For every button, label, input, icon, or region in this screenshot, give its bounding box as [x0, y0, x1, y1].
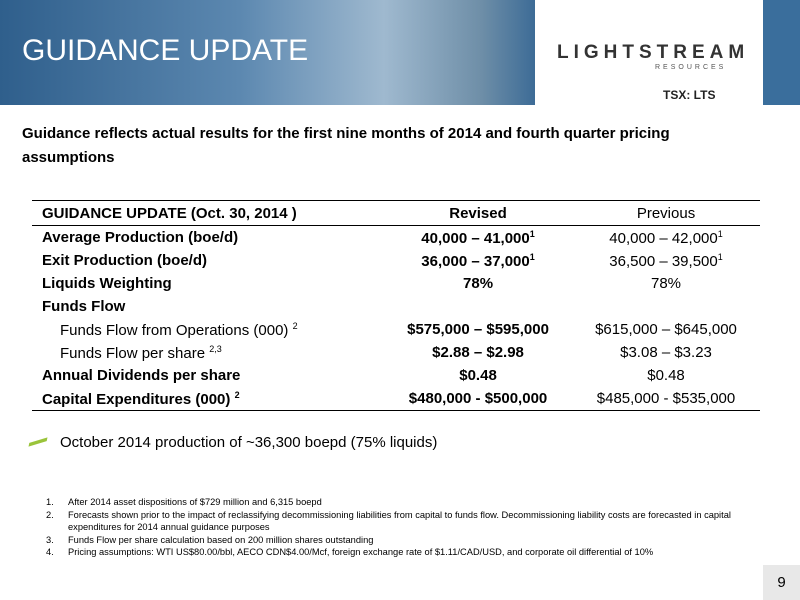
column-header: GUIDANCE UPDATE (Oct. 30, 2014 )	[32, 200, 385, 226]
logo-text: LIGHTSTREAM	[557, 42, 750, 63]
footnote-text: After 2014 asset dispositions of $729 mi…	[68, 497, 322, 507]
header-banner: GUIDANCE UPDATE LIGHTSTREAM RESOURCES TS…	[0, 0, 800, 105]
cell-value: $3.08 – $3.23	[572, 341, 760, 364]
cell-value: $2.88 – $2.98	[384, 341, 572, 364]
footnote: 1. After 2014 asset dispositions of $729 …	[46, 496, 736, 509]
cell-value	[572, 295, 760, 318]
superscript: 2,3	[209, 343, 222, 354]
cell-value: $0.48	[384, 364, 572, 387]
cell-value: 36,000 – 37,0001	[384, 249, 572, 272]
logo: LIGHTSTREAM RESOURCES TSX: LTS	[535, 0, 763, 105]
bullet-text: October 2014 production of ~36,300 boepd…	[60, 434, 438, 451]
row-label: Funds Flow per share 2,3	[32, 341, 384, 364]
column-header: Revised	[384, 200, 573, 226]
cell-text: $0.48	[647, 367, 685, 384]
footnote-text: Pricing assumptions: WTI US$80.00/bbl, A…	[68, 547, 654, 557]
superscript: 1	[529, 228, 535, 239]
superscript: 1	[717, 251, 723, 262]
logo-subtext: RESOURCES	[655, 64, 727, 71]
cell-value: 36,500 – 39,5001	[572, 249, 760, 272]
cell-value: 40,000 – 41,0001	[384, 226, 572, 250]
cell-text: Funds Flow per share	[60, 344, 206, 362]
cell-text: $615,000 – $645,000	[595, 321, 737, 338]
footnote-number: 3.	[46, 534, 54, 545]
subtitle: Guidance reflects actual results for the…	[22, 125, 670, 166]
cell-text: $480,000 - $500,000	[408, 390, 548, 407]
row-label: Funds Flow from Operations (000) 2	[32, 318, 384, 341]
row-label: Average Production (boe/d)	[32, 226, 384, 250]
bullet-mark	[28, 437, 48, 447]
cell-text: 40,000 – 41,000	[421, 229, 530, 247]
cell-value: 78%	[572, 272, 760, 295]
footnote: 4. Pricing assumptions: WTI US$80.00/bbl,…	[46, 546, 736, 559]
cell-text: Average Production (boe/d)	[42, 229, 239, 246]
table-row: Funds Flow	[32, 295, 760, 318]
cell-value: $615,000 – $645,000	[572, 318, 760, 341]
cell-text: Funds Flow	[42, 298, 126, 315]
cell-text: $575,000 – $595,000	[407, 321, 549, 338]
table-row: Annual Dividends per share $0.48 $0.48	[32, 364, 760, 387]
row-label: Capital Expenditures (000) 2	[32, 387, 385, 411]
row-label: Exit Production (boe/d)	[32, 249, 384, 272]
footnote-number: 4.	[46, 547, 54, 557]
cell-text: 36,000 – 37,000	[421, 252, 530, 270]
header-strip	[763, 0, 800, 105]
cell-value: 40,000 – 42,0001	[572, 226, 760, 250]
cell-value	[384, 295, 572, 318]
footnote-text: Forecasts shown prior to the impact of r…	[68, 509, 731, 533]
cell-text: Capital Expenditures (000)	[42, 390, 231, 408]
footnote-number: 2.	[46, 509, 54, 520]
cell-text: Annual Dividends per share	[42, 367, 241, 384]
cell-text: 40,000 – 42,000	[609, 229, 718, 247]
cell-value: 78%	[384, 272, 572, 295]
table-row: Liquids Weighting 78% 78%	[32, 272, 760, 295]
superscript: 2	[234, 389, 240, 400]
slide-title: GUIDANCE UPDATE	[22, 34, 309, 67]
cell-text: Funds Flow from Operations (000)	[60, 321, 289, 339]
cell-text: 78%	[463, 275, 494, 292]
footnote: 3. Funds Flow per share calculation based…	[46, 534, 736, 547]
cell-text: $485,000 - $535,000	[596, 390, 736, 407]
footnote-number: 1.	[46, 497, 54, 507]
table-header: GUIDANCE UPDATE (Oct. 30, 2014 ) Revised P…	[32, 200, 760, 226]
cell-text: Exit Production (boe/d)	[42, 252, 207, 269]
ticker: TSX: LTS	[663, 88, 716, 102]
cell-text: 36,500 – 39,500	[609, 252, 718, 270]
guidance-table: GUIDANCE UPDATE (Oct. 30, 2014 ) Revised P…	[32, 200, 760, 411]
table-row: Funds Flow from Operations (000) 2 $575,0…	[32, 318, 760, 341]
cell-text: $0.48	[459, 367, 497, 384]
footnote-text: Funds Flow per share calculation based o…	[68, 534, 374, 545]
cell-text: $3.08 – $3.23	[620, 344, 712, 361]
table-row: Average Production (boe/d) 40,000 – 41,00…	[32, 226, 760, 250]
superscript: 2	[292, 320, 298, 331]
table-row: Exit Production (boe/d) 36,000 – 37,0001 3…	[32, 249, 760, 272]
cell-value: $0.48	[572, 364, 760, 387]
row-label: Annual Dividends per share	[32, 364, 384, 387]
cell-value: $480,000 - $500,000	[384, 387, 573, 411]
cell-text: Liquids Weighting	[42, 275, 172, 292]
cell-text: 78%	[650, 275, 682, 292]
cell-value: $575,000 – $595,000	[384, 318, 572, 341]
cell-value: $485,000 - $535,000	[572, 387, 760, 411]
cell-text: $2.88 – $2.98	[432, 344, 524, 361]
table-row: Funds Flow per share 2,3 $2.88 – $2.98 $3.…	[32, 341, 760, 364]
footnote: 2. Forecasts shown prior to the impact of…	[46, 509, 736, 534]
row-label: Liquids Weighting	[32, 272, 384, 295]
superscript: 1	[529, 251, 535, 262]
superscript: 1	[717, 228, 723, 239]
row-label: Funds Flow	[32, 295, 384, 318]
column-header: Previous	[572, 200, 760, 226]
page-number: 9	[763, 565, 800, 600]
footnotes: 1. After 2014 asset dispositions of $729 …	[46, 496, 736, 559]
table-row: Capital Expenditures (000) 2 $480,000 - $…	[32, 387, 760, 411]
